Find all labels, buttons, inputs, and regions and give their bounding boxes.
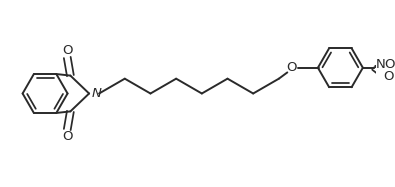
Text: N: N (92, 87, 102, 100)
Text: O: O (385, 57, 395, 70)
Text: O: O (287, 61, 297, 74)
Text: O: O (62, 130, 73, 143)
Text: O: O (383, 70, 394, 83)
Text: N: N (375, 57, 385, 70)
Text: O: O (62, 44, 73, 57)
